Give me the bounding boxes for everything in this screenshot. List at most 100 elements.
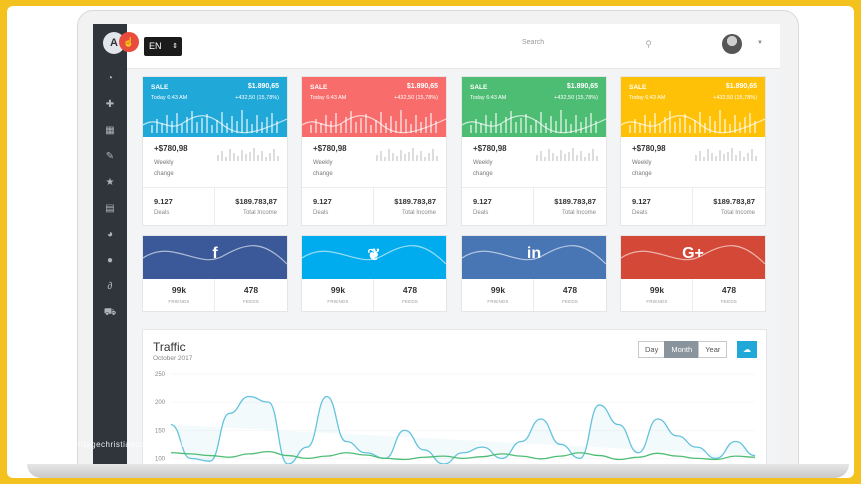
sparkline — [151, 107, 281, 133]
sparkline-bar — [520, 118, 522, 133]
mini-bar — [739, 151, 741, 161]
pie-chart-icon[interactable]: ◕ — [106, 229, 114, 240]
card-footer: 9.127 Deals $189.783,87 Total Income — [143, 187, 287, 226]
deals-label: Deals — [632, 210, 648, 216]
sparkline-bar — [565, 119, 567, 133]
sparkline-bar — [390, 116, 392, 133]
sparkline-bar — [580, 122, 582, 133]
traffic-subtitle: October 2017 — [153, 355, 193, 362]
chevron-down-icon[interactable]: ▼ — [757, 40, 763, 46]
dashboard-screen: ◔ ✚ ▦ ✎ ★ ▤ ◕ ● ∂ ⛟ A ☝ EN ⇕ Search — [93, 24, 780, 465]
cart-icon[interactable]: ⛟ — [103, 307, 117, 318]
table-icon[interactable]: ▦ — [105, 125, 115, 136]
deals-cell: 9.127 Deals — [621, 188, 693, 226]
friends-label: FRIENDS — [327, 299, 349, 304]
sparkline-bar — [505, 117, 507, 133]
puzzle-icon[interactable]: ✚ — [105, 99, 115, 110]
income-value: $189.783,87 — [713, 197, 755, 206]
social-card-google-plus: G+ 99k FRIENDS 478 FEEDS — [620, 235, 766, 312]
sparkline-bar — [585, 117, 587, 133]
sale-amount: $1.890,65 — [406, 83, 438, 90]
linkedin-icon[interactable]: in — [526, 245, 542, 262]
mini-bar — [241, 150, 243, 161]
range-year-button[interactable]: Year — [698, 341, 728, 358]
sparkline-bar — [684, 114, 686, 133]
sparkline-bar — [330, 121, 332, 133]
hand-pointer-icon[interactable]: ☝ — [119, 32, 139, 52]
sparkline-bar — [674, 122, 676, 133]
sparkline-bar — [276, 121, 278, 133]
weekly-bars — [376, 147, 438, 161]
google-plus-icon[interactable]: G+ — [682, 245, 704, 262]
sparkline-bar — [345, 117, 347, 133]
y-tick-label: 150 — [155, 428, 166, 434]
sparkline-bar — [405, 119, 407, 133]
twitter-icon[interactable]: ❦ — [367, 247, 381, 264]
search-icon[interactable]: ⚲ — [645, 39, 652, 49]
sparkline-bar — [729, 124, 731, 133]
sparkline-bar — [425, 117, 427, 133]
laptop-frame: ◔ ✚ ▦ ✎ ★ ▤ ◕ ● ∂ ⛟ A ☝ EN ⇕ Search — [77, 10, 799, 474]
weekly-value: +$780,98 — [632, 144, 666, 153]
weekly-label: Weekly change — [473, 160, 493, 177]
friends-label: FRIENDS — [168, 299, 190, 304]
sale-title: SALE — [470, 84, 488, 91]
social-footer: 99k FRIENDS 478 FEEDS — [302, 279, 446, 311]
mini-bar — [257, 155, 259, 161]
paperclip-icon[interactable]: ∂ — [107, 281, 113, 292]
language-select[interactable]: EN ⇕ — [144, 37, 182, 56]
sparkline-bar — [176, 113, 178, 133]
sparkline-bar — [340, 124, 342, 133]
mini-bar — [715, 156, 717, 161]
sparkline-bar — [709, 116, 711, 133]
mini-bar — [755, 156, 757, 161]
traffic-title: Traffic — [153, 340, 186, 354]
edit-icon[interactable]: ✎ — [105, 151, 115, 162]
traffic-panel: Traffic October 2017 Day Month Year ☁ 25… — [142, 329, 767, 465]
mini-bar — [727, 152, 729, 161]
mini-bar — [548, 149, 550, 161]
feeds-cell: 478 FEEDS — [534, 279, 606, 311]
feeds-label: FEEDS — [720, 299, 737, 304]
range-day-button[interactable]: Day — [638, 341, 666, 358]
weekly-label: Weekly change — [154, 160, 174, 177]
mini-bar — [436, 156, 438, 161]
star-icon[interactable]: ★ — [105, 177, 115, 188]
deals-label: Deals — [313, 210, 329, 216]
income-label: Total Income — [720, 210, 755, 216]
mini-bar — [695, 155, 697, 161]
sparkline-bar — [530, 125, 532, 133]
income-value: $189.783,87 — [235, 197, 277, 206]
social-wave — [143, 245, 287, 265]
range-month-button[interactable]: Month — [664, 341, 700, 358]
income-label: Total Income — [242, 210, 277, 216]
sparkline-bar — [380, 112, 382, 133]
mini-bar — [568, 152, 570, 161]
social-header: ❦ — [302, 236, 446, 279]
sparkline-bar — [754, 121, 756, 133]
location-pin-icon[interactable]: ● — [106, 255, 114, 266]
cloud-download-icon[interactable]: ☁ — [737, 341, 757, 358]
calculator-icon[interactable]: ▤ — [105, 203, 115, 214]
mini-bar — [217, 155, 219, 161]
sale-title: SALE — [151, 84, 169, 91]
watermark: www.heritagechristiancollege.com — [47, 440, 184, 449]
stage: ◔ ✚ ▦ ✎ ★ ▤ ◕ ● ∂ ⛟ A ☝ EN ⇕ Search — [7, 6, 854, 478]
weekly-value: +$780,98 — [313, 144, 347, 153]
sparkline-bar — [595, 121, 597, 133]
sale-delta: +432,50 (15,78%) — [554, 95, 598, 101]
sparkline-bar — [535, 120, 537, 133]
mini-bar — [249, 152, 251, 161]
sale-card-header: SALE $1.890,65 Today 6:43 AM +432,50 (15… — [302, 77, 446, 137]
mini-bar — [580, 151, 582, 161]
sale-time: Today 6:43 AM — [629, 95, 666, 101]
avatar[interactable] — [722, 34, 742, 54]
facebook-icon[interactable]: f — [212, 245, 218, 262]
deals-label: Deals — [473, 210, 489, 216]
search-input[interactable]: Search ⚲ — [522, 39, 652, 53]
friends-cell: 99k FRIENDS — [462, 279, 534, 311]
sparkline-bar — [570, 124, 572, 133]
dashboard-icon[interactable]: ◔ — [106, 73, 114, 84]
mini-bar — [747, 153, 749, 161]
feeds-label: FEEDS — [561, 299, 578, 304]
